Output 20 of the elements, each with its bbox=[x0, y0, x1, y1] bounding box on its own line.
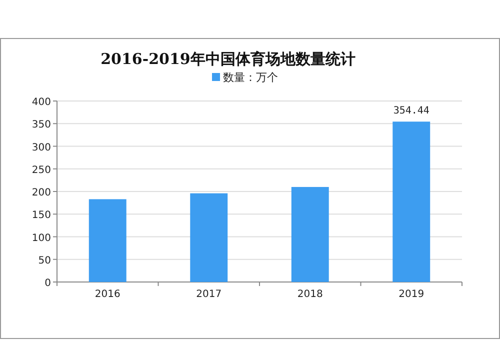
bar bbox=[190, 193, 228, 282]
y-tick-label: 150 bbox=[32, 210, 51, 222]
y-tick-label: 400 bbox=[32, 97, 51, 108]
bar bbox=[88, 199, 126, 282]
y-tick-label: 300 bbox=[32, 142, 51, 154]
y-tick-label: 0 bbox=[44, 278, 51, 289]
x-tick-label: 2018 bbox=[297, 289, 323, 300]
chart-title: 2016-2019年中国体育场地数量统计 bbox=[100, 50, 356, 68]
y-tick-label: 50 bbox=[38, 255, 51, 266]
bar bbox=[392, 122, 430, 282]
y-tick-label: 200 bbox=[32, 188, 51, 198]
bar bbox=[291, 186, 329, 282]
legend-label: 数量：万个 bbox=[223, 71, 278, 84]
x-tick-label: 2019 bbox=[398, 289, 424, 300]
y-tick-label: 350 bbox=[32, 120, 51, 131]
y-tick-label: 250 bbox=[32, 164, 51, 176]
data-label: 354.44 bbox=[393, 106, 430, 117]
y-tick-label: 100 bbox=[32, 232, 51, 244]
x-tick-label: 2017 bbox=[196, 289, 222, 300]
x-tick-label: 2016 bbox=[94, 289, 120, 300]
